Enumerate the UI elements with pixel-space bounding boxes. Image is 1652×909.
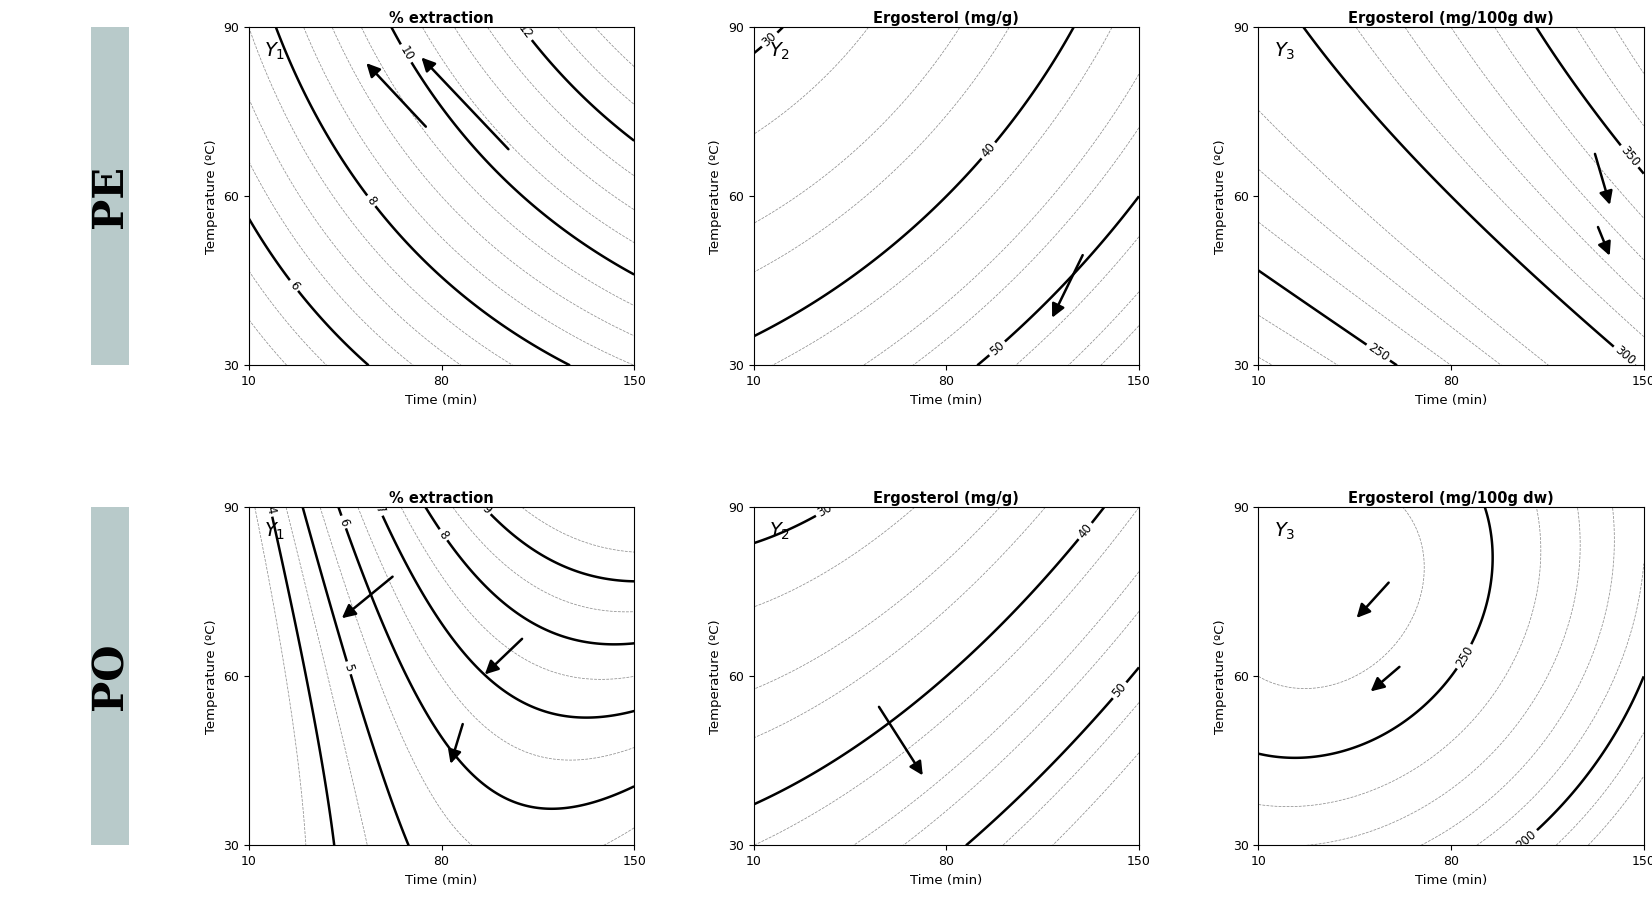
Y-axis label: Temperature (ºC): Temperature (ºC) (205, 619, 218, 734)
Title: % extraction: % extraction (390, 491, 494, 506)
Title: Ergosterol (mg/100g dw): Ergosterol (mg/100g dw) (1348, 11, 1555, 26)
Text: $\mathit{Y}_{3}$: $\mathit{Y}_{3}$ (1274, 41, 1295, 62)
Text: 50: 50 (1110, 681, 1130, 700)
X-axis label: Time (min): Time (min) (1416, 874, 1487, 886)
Text: 40: 40 (978, 141, 998, 160)
Text: 200: 200 (1513, 827, 1540, 852)
Text: 40: 40 (1075, 521, 1095, 541)
Text: 250: 250 (1366, 341, 1391, 365)
Y-axis label: Temperature (ºC): Temperature (ºC) (205, 139, 218, 254)
Text: 6: 6 (337, 516, 352, 528)
Text: 7: 7 (372, 504, 387, 515)
X-axis label: Time (min): Time (min) (1416, 394, 1487, 406)
Text: PE: PE (89, 165, 131, 228)
Title: Ergosterol (mg/100g dw): Ergosterol (mg/100g dw) (1348, 491, 1555, 506)
Text: 50: 50 (988, 339, 1008, 358)
Text: 5: 5 (342, 663, 357, 674)
Text: $\mathit{Y}_{1}$: $\mathit{Y}_{1}$ (264, 41, 286, 62)
Text: 4: 4 (264, 505, 278, 515)
Text: $\mathit{Y}_{1}$: $\mathit{Y}_{1}$ (264, 521, 286, 542)
Y-axis label: Temperature (ºC): Temperature (ºC) (709, 619, 722, 734)
Title: Ergosterol (mg/g): Ergosterol (mg/g) (874, 11, 1019, 26)
X-axis label: Time (min): Time (min) (910, 874, 983, 886)
Y-axis label: Temperature (ºC): Temperature (ºC) (709, 139, 722, 254)
Y-axis label: Temperature (ºC): Temperature (ºC) (1214, 619, 1227, 734)
X-axis label: Time (min): Time (min) (405, 874, 477, 886)
Text: 30: 30 (760, 30, 780, 49)
Text: 300: 300 (1612, 344, 1637, 368)
Text: 9: 9 (479, 502, 494, 516)
Text: 8: 8 (436, 528, 451, 542)
Text: 250: 250 (1454, 644, 1475, 669)
Text: 6: 6 (286, 278, 301, 293)
Text: $\mathit{Y}_{2}$: $\mathit{Y}_{2}$ (770, 41, 790, 62)
Text: 8: 8 (363, 194, 378, 208)
Text: 12: 12 (515, 22, 535, 42)
Text: $\mathit{Y}_{2}$: $\mathit{Y}_{2}$ (770, 521, 790, 542)
Text: 30: 30 (816, 502, 834, 520)
Y-axis label: Temperature (ºC): Temperature (ºC) (1214, 139, 1227, 254)
Text: 350: 350 (1617, 144, 1642, 169)
Text: PO: PO (89, 643, 131, 710)
Title: Ergosterol (mg/g): Ergosterol (mg/g) (874, 491, 1019, 506)
Text: 10: 10 (396, 44, 415, 63)
Text: $\mathit{Y}_{3}$: $\mathit{Y}_{3}$ (1274, 521, 1295, 542)
Title: % extraction: % extraction (390, 11, 494, 26)
X-axis label: Time (min): Time (min) (405, 394, 477, 406)
X-axis label: Time (min): Time (min) (910, 394, 983, 406)
